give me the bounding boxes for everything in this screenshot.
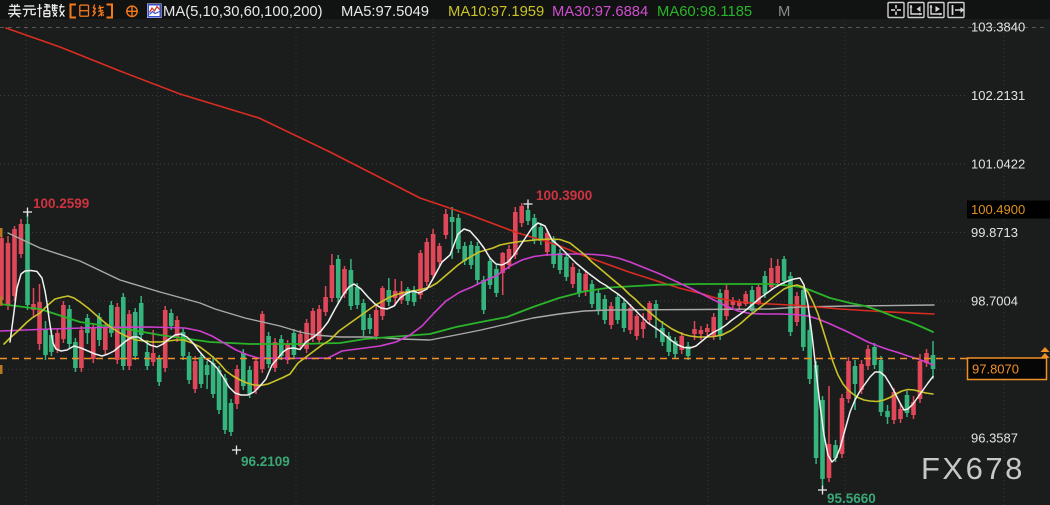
svg-text:MA5:97.5049: MA5:97.5049 [341,4,429,20]
svg-text:101.0422: 101.0422 [971,157,1025,172]
svg-text:MA60:98.1185: MA60:98.1185 [657,4,752,20]
svg-text:100.4900: 100.4900 [971,202,1025,217]
svg-text:99.8713: 99.8713 [971,225,1018,240]
svg-text:102.2131: 102.2131 [971,88,1025,103]
svg-text:FX678: FX678 [921,451,1025,486]
svg-text:103.3840: 103.3840 [971,20,1025,35]
svg-text:M: M [778,4,790,20]
svg-text:98.7004: 98.7004 [971,294,1018,309]
svg-text:95.5660: 95.5660 [827,491,876,505]
svg-text:100.3900: 100.3900 [536,188,592,203]
svg-text:MA(5,10,30,60,100,200): MA(5,10,30,60,100,200) [163,4,323,20]
svg-text:97.8070: 97.8070 [972,362,1019,377]
svg-text:MA10:97.1959: MA10:97.1959 [448,4,544,20]
svg-text:100.2599: 100.2599 [33,196,89,211]
svg-text:MA30:97.6884: MA30:97.6884 [552,4,648,20]
svg-text:96.2109: 96.2109 [241,454,290,469]
svg-text:96.3587: 96.3587 [971,431,1018,446]
